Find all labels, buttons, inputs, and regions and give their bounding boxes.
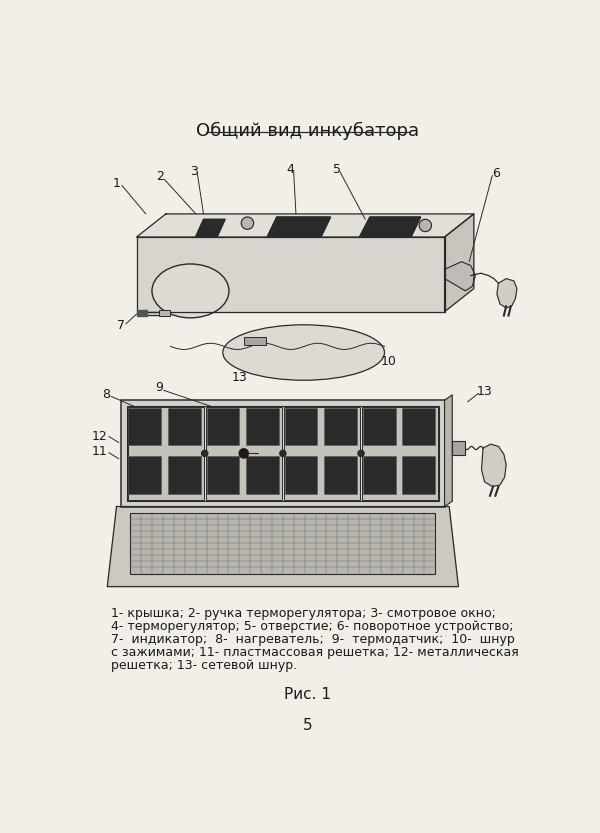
Text: 7: 7: [117, 319, 125, 332]
Polygon shape: [445, 214, 474, 312]
Polygon shape: [268, 217, 331, 237]
FancyBboxPatch shape: [246, 408, 278, 445]
FancyBboxPatch shape: [452, 441, 464, 455]
Polygon shape: [445, 395, 452, 506]
Text: 5: 5: [302, 717, 313, 732]
FancyBboxPatch shape: [285, 408, 317, 445]
Ellipse shape: [223, 325, 385, 380]
FancyBboxPatch shape: [168, 408, 200, 445]
FancyBboxPatch shape: [130, 512, 436, 573]
FancyBboxPatch shape: [206, 408, 239, 445]
Polygon shape: [107, 506, 458, 586]
FancyBboxPatch shape: [324, 456, 357, 494]
Text: 1: 1: [113, 177, 121, 190]
FancyBboxPatch shape: [128, 407, 203, 500]
Text: 9: 9: [156, 382, 164, 395]
Polygon shape: [497, 278, 517, 308]
Text: с зажимами; 11- пластмассовая решетка; 12- металлическая: с зажимами; 11- пластмассовая решетка; 1…: [111, 646, 519, 659]
FancyBboxPatch shape: [206, 407, 282, 500]
FancyBboxPatch shape: [403, 456, 435, 494]
Text: 5: 5: [333, 162, 341, 176]
FancyBboxPatch shape: [363, 456, 395, 494]
Text: 13: 13: [232, 371, 248, 384]
Text: 7-  индикатор;  8-  нагреватель;  9-  термодатчик;  10-  шнур: 7- индикатор; 8- нагреватель; 9- термода…: [111, 633, 515, 646]
Text: Рис. 1: Рис. 1: [284, 686, 331, 701]
FancyBboxPatch shape: [168, 456, 200, 494]
Text: 8: 8: [102, 388, 110, 402]
Polygon shape: [360, 217, 421, 237]
FancyBboxPatch shape: [363, 408, 395, 445]
Circle shape: [241, 217, 254, 229]
Text: 12: 12: [92, 430, 107, 443]
FancyBboxPatch shape: [206, 456, 239, 494]
Polygon shape: [137, 237, 445, 312]
Text: 11: 11: [92, 445, 107, 457]
Text: 13: 13: [477, 385, 493, 397]
Text: решетка; 13- сетевой шнур.: решетка; 13- сетевой шнур.: [111, 659, 297, 672]
FancyBboxPatch shape: [324, 408, 357, 445]
Text: 2: 2: [156, 171, 164, 183]
FancyBboxPatch shape: [284, 407, 360, 500]
FancyBboxPatch shape: [244, 337, 266, 345]
FancyBboxPatch shape: [128, 408, 161, 445]
FancyBboxPatch shape: [285, 456, 317, 494]
Polygon shape: [137, 310, 148, 317]
Polygon shape: [482, 444, 506, 486]
FancyBboxPatch shape: [362, 407, 438, 500]
Circle shape: [280, 451, 286, 456]
Text: 1- крышка; 2- ручка терморегулятора; 3- смотровое окно;: 1- крышка; 2- ручка терморегулятора; 3- …: [111, 606, 496, 620]
FancyBboxPatch shape: [159, 310, 170, 317]
Circle shape: [202, 451, 208, 456]
FancyBboxPatch shape: [127, 406, 439, 501]
Circle shape: [358, 451, 364, 456]
FancyBboxPatch shape: [128, 456, 161, 494]
Text: 4- терморегулятор; 5- отверстие; 6- поворотное устройство;: 4- терморегулятор; 5- отверстие; 6- пово…: [111, 620, 514, 633]
Polygon shape: [196, 219, 225, 237]
Text: 10: 10: [380, 355, 396, 368]
FancyBboxPatch shape: [121, 401, 445, 506]
Ellipse shape: [152, 264, 229, 318]
Text: 4: 4: [287, 162, 295, 176]
Polygon shape: [445, 262, 475, 291]
Polygon shape: [137, 214, 474, 237]
Text: 3: 3: [190, 165, 198, 178]
Text: 6: 6: [492, 167, 500, 180]
FancyBboxPatch shape: [246, 456, 278, 494]
Circle shape: [419, 219, 431, 232]
Text: Общий вид инкубатора: Общий вид инкубатора: [196, 122, 419, 140]
Circle shape: [239, 449, 248, 458]
FancyBboxPatch shape: [403, 408, 435, 445]
